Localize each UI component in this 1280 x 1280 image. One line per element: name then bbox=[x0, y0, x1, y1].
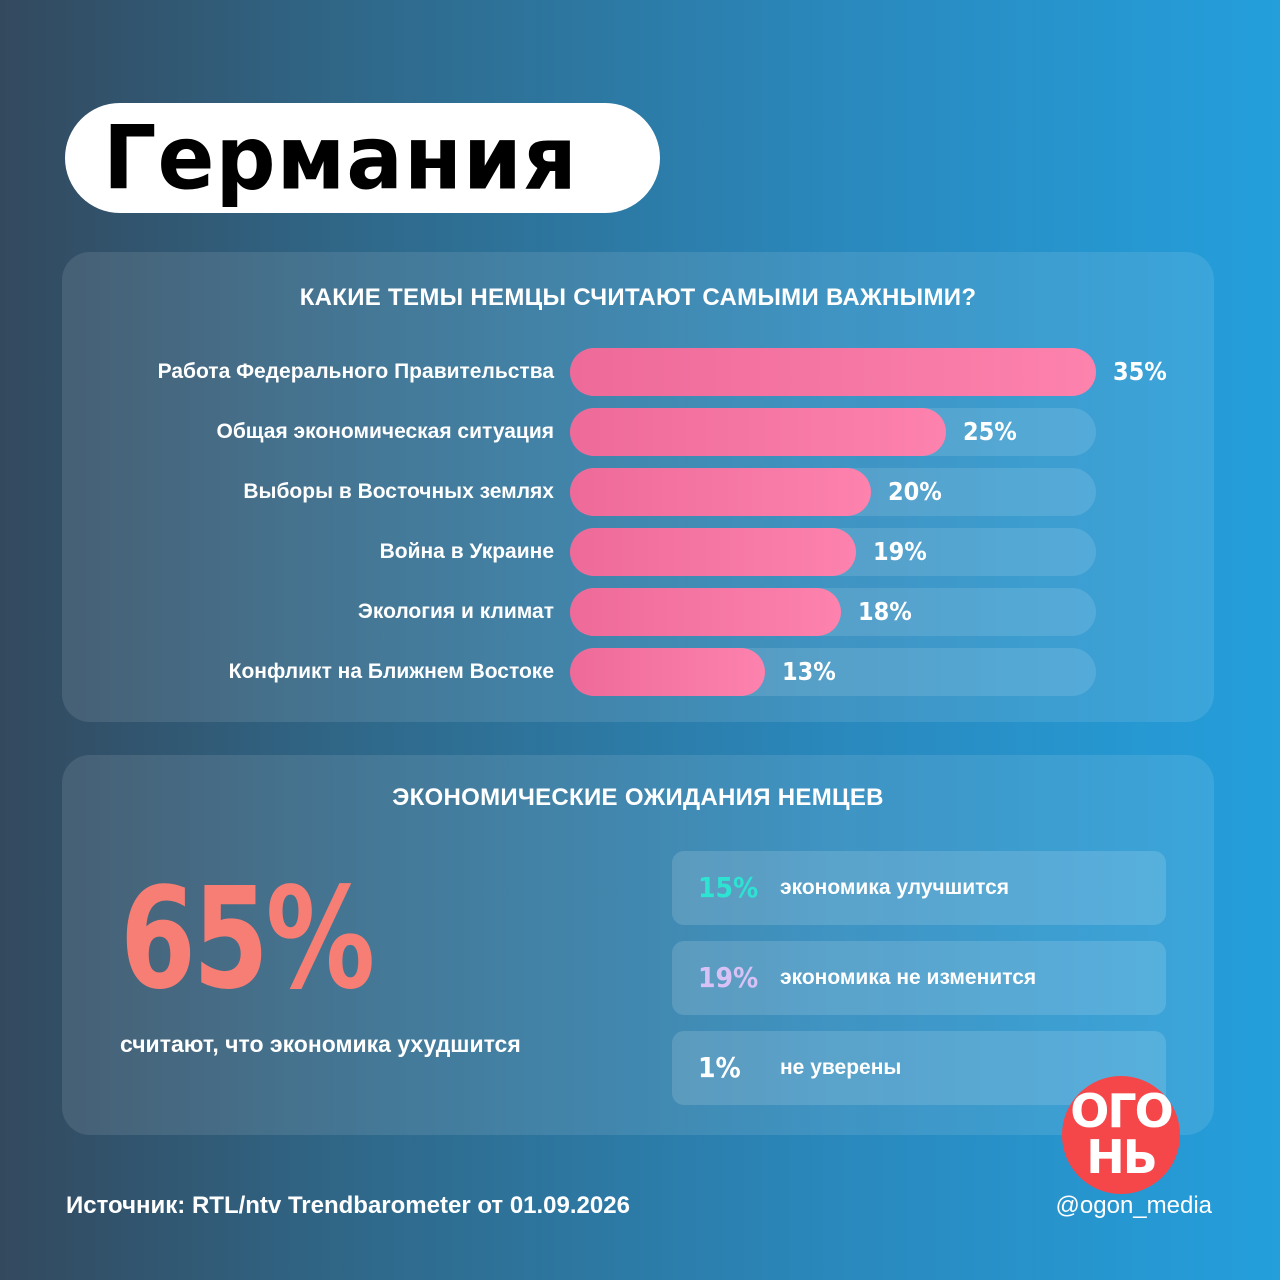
bar bbox=[570, 648, 765, 696]
bar bbox=[570, 468, 871, 516]
bar bbox=[570, 528, 856, 576]
option-value: 1% bbox=[698, 1051, 741, 1084]
topics-card: КАКИЕ ТЕМЫ НЕМЦЫ СЧИТАЮТ САМЫМИ ВАЖНЫМИ?… bbox=[62, 252, 1214, 722]
source-note: Источник: RTL/ntv Trendbarometer от 01.0… bbox=[66, 1192, 630, 1219]
bar-track bbox=[570, 468, 1096, 516]
option-label: не уверены bbox=[780, 1056, 902, 1079]
bar-value-label: 18% bbox=[858, 597, 912, 626]
social-handle[interactable]: @ogon_media bbox=[1055, 1192, 1212, 1219]
bar-track bbox=[570, 408, 1096, 456]
big-percentage: 65% bbox=[120, 858, 375, 1021]
bar bbox=[570, 408, 946, 456]
bar-value-label: 35% bbox=[1113, 357, 1167, 386]
logo-text-bottom: НЬ bbox=[1086, 1130, 1158, 1184]
title-pill: Германия bbox=[65, 103, 660, 213]
bar-value-label: 25% bbox=[963, 417, 1017, 446]
bar-value-label: 20% bbox=[888, 477, 942, 506]
option-label: экономика улучшится bbox=[780, 876, 1010, 899]
option-row-improve: 15% экономика улучшится bbox=[672, 851, 1166, 925]
option-value: 19% bbox=[698, 961, 759, 994]
bar-category-label: Работа Федерального Правительства bbox=[157, 360, 554, 383]
bar-category-label: Общая экономическая ситуация bbox=[216, 420, 555, 443]
logo-text-top: ОГО bbox=[1070, 1084, 1174, 1138]
bar-row: Общая экономическая ситуация 25% bbox=[62, 408, 1214, 456]
page-title: Германия bbox=[103, 106, 578, 210]
bar-value-label: 13% bbox=[782, 657, 836, 686]
bar-row: Работа Федерального Правительства 35% bbox=[62, 348, 1214, 396]
big-percentage-caption: считают, что экономика ухудшится bbox=[120, 1031, 521, 1057]
bar-track bbox=[570, 648, 1096, 696]
bar-row: Экология и климат 18% bbox=[62, 588, 1214, 636]
option-label: экономика не изменится bbox=[780, 966, 1037, 989]
bar-category-label: Война в Украине bbox=[379, 540, 554, 563]
topics-heading: КАКИЕ ТЕМЫ НЕМЦЫ СЧИТАЮТ САМЫМИ ВАЖНЫМИ? bbox=[299, 284, 977, 311]
bar-row: Конфликт на Ближнем Востоке 13% bbox=[62, 648, 1214, 696]
bar bbox=[570, 588, 841, 636]
option-value: 15% bbox=[698, 871, 759, 904]
option-row-no-change: 19% экономика не изменится bbox=[672, 941, 1166, 1015]
bar-track bbox=[570, 588, 1096, 636]
expectations-heading: ЭКОНОМИЧЕСКИЕ ОЖИДАНИЯ НЕМЦЕВ bbox=[392, 784, 884, 811]
bar-category-label: Выборы в Восточных землях bbox=[243, 480, 554, 503]
bar-row: Война в Украине 19% bbox=[62, 528, 1214, 576]
bar-category-label: Конфликт на Ближнем Востоке bbox=[228, 660, 554, 683]
bar-track bbox=[570, 348, 1096, 396]
bar-track bbox=[570, 528, 1096, 576]
bar bbox=[570, 348, 1096, 396]
bar-value-label: 19% bbox=[873, 537, 927, 566]
bar-category-label: Экология и климат bbox=[357, 600, 554, 623]
ogon-logo: ОГО НЬ bbox=[1062, 1076, 1180, 1194]
expectations-card: ЭКОНОМИЧЕСКИЕ ОЖИДАНИЯ НЕМЦЕВ 65% считаю… bbox=[62, 755, 1214, 1135]
bar-row: Выборы в Восточных землях 20% bbox=[62, 468, 1214, 516]
